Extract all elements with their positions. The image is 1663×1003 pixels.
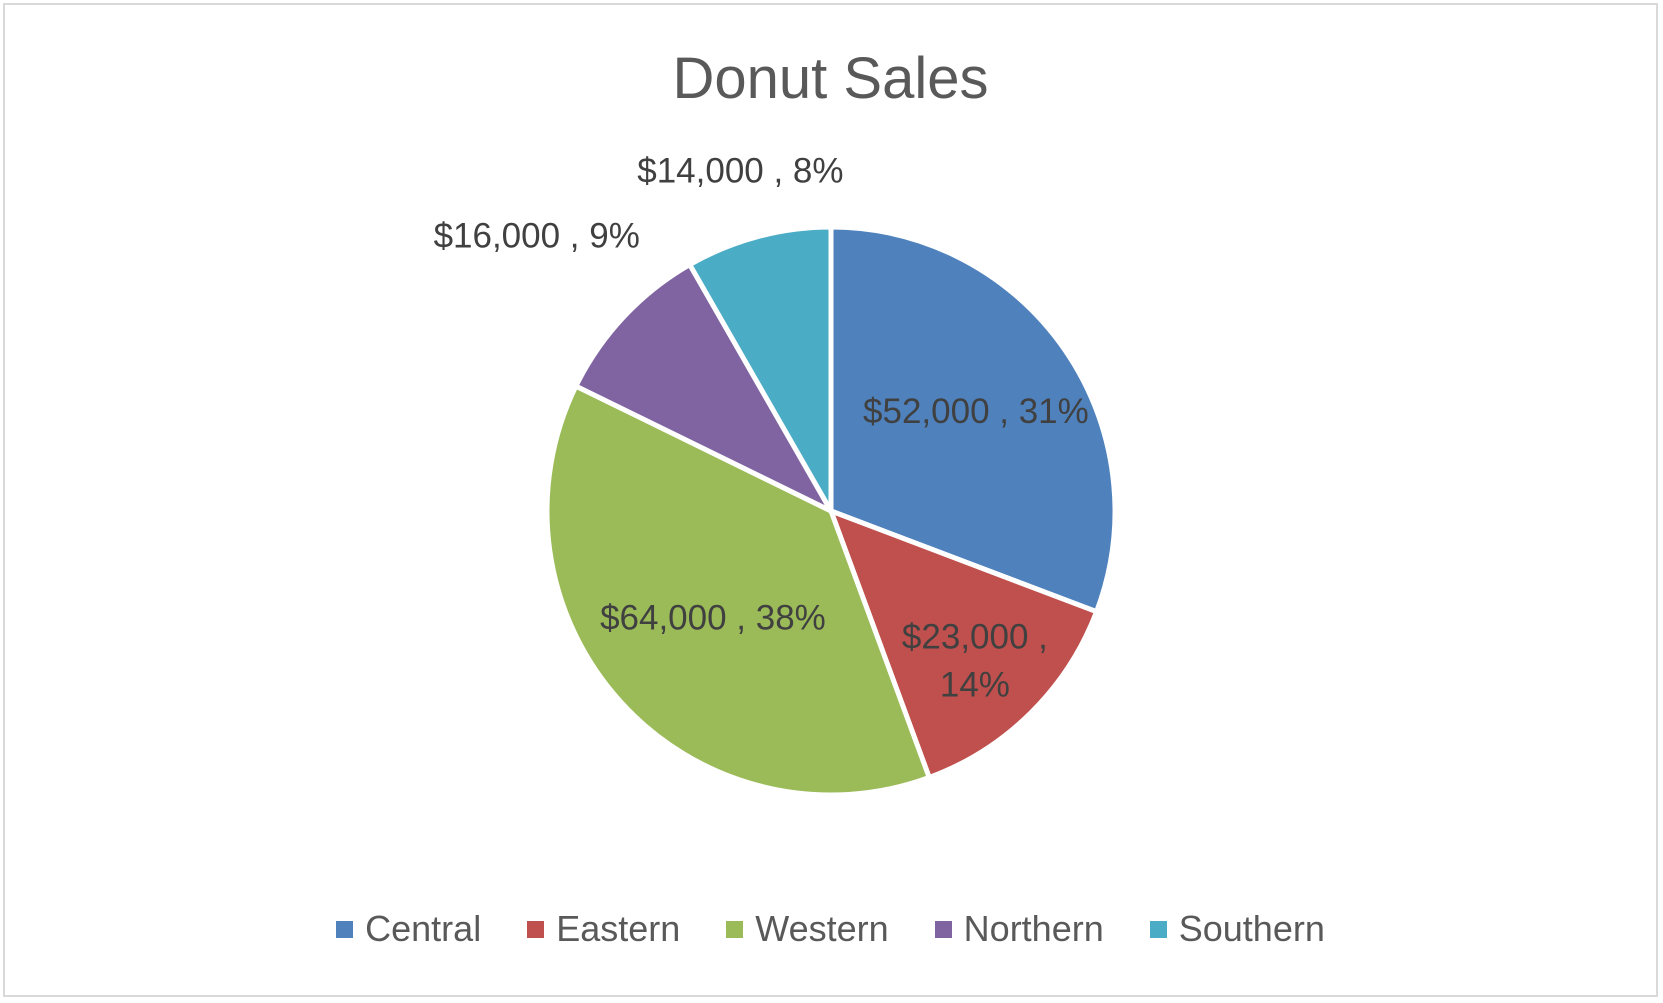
pie-slice-central xyxy=(828,224,1118,615)
legend-label-northern: Northern xyxy=(963,908,1104,949)
data-label-eastern: $23,000 , 14% xyxy=(902,617,1048,704)
pie-slice-southern xyxy=(687,224,834,514)
legend: Central Eastern Western Northern Southern xyxy=(5,908,1656,950)
pie-slice-western xyxy=(544,383,932,798)
pie-chart: $52,000 , 31% $23,000 , 14% $64,000 , 38% $1… xyxy=(434,152,1118,798)
chart-title: Donut Sales xyxy=(672,46,989,111)
pie-slice-eastern xyxy=(828,508,1100,780)
legend-item-southern: Southern xyxy=(1149,908,1325,950)
legend-label-central: Central xyxy=(365,908,482,949)
legend-label-eastern: Eastern xyxy=(556,908,681,949)
legend-label-southern: Southern xyxy=(1178,908,1325,949)
legend-label-western: Western xyxy=(755,908,889,949)
data-label-central: $52,000 , 31% xyxy=(863,392,1089,431)
legend-swatch-eastern xyxy=(527,920,545,938)
pie-slice-northern xyxy=(573,262,834,514)
legend-swatch-southern xyxy=(1149,920,1167,938)
legend-item-eastern: Eastern xyxy=(527,908,680,950)
data-label-southern: $14,000 , 8% xyxy=(637,152,843,191)
legend-item-northern: Northern xyxy=(934,908,1104,950)
legend-item-central: Central xyxy=(336,908,481,950)
data-label-western: $64,000 , 38% xyxy=(600,599,826,638)
legend-swatch-central xyxy=(336,920,354,938)
legend-swatch-western xyxy=(726,920,744,938)
chart-frame: Donut Sales $52,000 , 31% $23,000 , 14% $64… xyxy=(3,3,1658,997)
data-label-northern: $16,000 , 9% xyxy=(434,216,640,255)
legend-swatch-northern xyxy=(934,920,952,938)
legend-item-western: Western xyxy=(726,908,889,950)
